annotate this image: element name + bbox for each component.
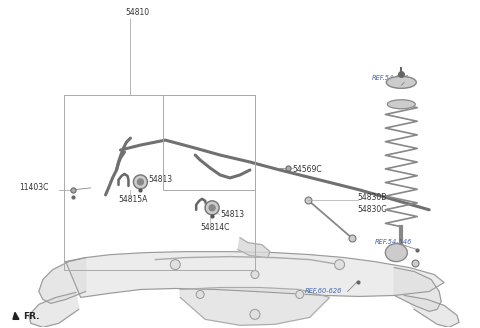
Text: 11403C: 11403C [19, 183, 48, 193]
Text: 54813: 54813 [148, 175, 172, 184]
Text: 54815A: 54815A [119, 195, 148, 204]
Circle shape [205, 201, 219, 215]
Polygon shape [238, 238, 270, 257]
Circle shape [137, 179, 144, 185]
Polygon shape [395, 268, 441, 311]
Bar [64, 95, 255, 270]
Ellipse shape [387, 100, 415, 109]
Text: 54830C: 54830C [358, 205, 387, 214]
Text: FR.: FR. [23, 312, 39, 321]
Text: 54830B: 54830B [358, 194, 387, 202]
Text: 54814C: 54814C [200, 223, 229, 232]
Circle shape [335, 259, 345, 270]
Text: REF.54-546: REF.54-546 [372, 75, 409, 81]
Ellipse shape [386, 76, 416, 88]
Polygon shape [29, 293, 79, 327]
Polygon shape [180, 287, 330, 325]
Circle shape [250, 309, 260, 319]
Text: 54810: 54810 [125, 8, 150, 17]
Text: REF.60-626: REF.60-626 [305, 288, 342, 295]
Ellipse shape [385, 244, 408, 262]
Bar [163, 95, 255, 190]
Polygon shape [13, 312, 19, 319]
Text: 54813: 54813 [220, 210, 244, 219]
Circle shape [170, 259, 180, 270]
Polygon shape [404, 296, 459, 327]
Text: REF.54-546: REF.54-546 [374, 239, 412, 245]
Circle shape [196, 291, 204, 298]
Circle shape [296, 291, 304, 298]
Circle shape [209, 205, 215, 211]
Text: 54569C: 54569C [293, 165, 323, 174]
Polygon shape [66, 252, 444, 297]
Polygon shape [39, 257, 85, 303]
Circle shape [133, 175, 147, 189]
Circle shape [251, 271, 259, 278]
